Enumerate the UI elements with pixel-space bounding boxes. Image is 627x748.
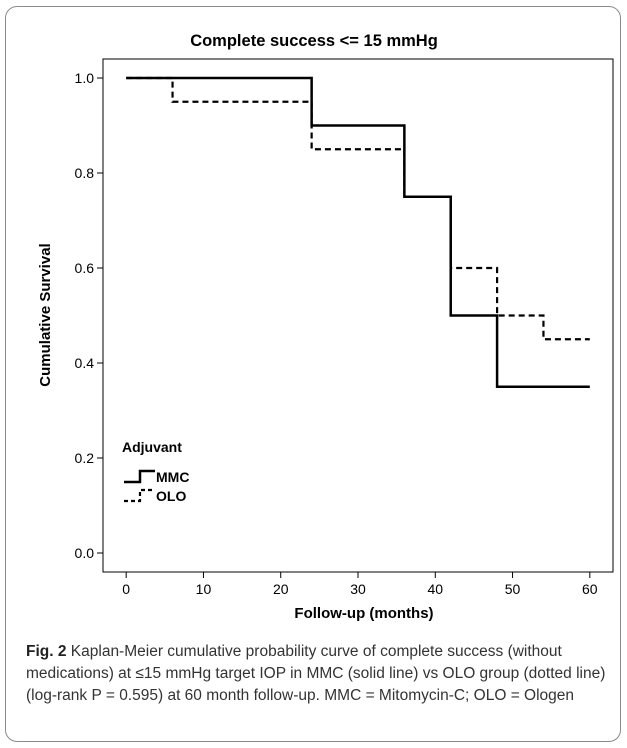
- x-tick-label: 20: [273, 581, 289, 597]
- chart: Complete success <= 15 mmHg 0 10 20 30 40 50 6…: [37, 32, 614, 622]
- x-tick-label: 50: [505, 581, 521, 597]
- y-tick-label: 0.2: [75, 450, 95, 466]
- x-tick-label: 40: [427, 581, 443, 597]
- x-tick-label: 30: [350, 581, 366, 597]
- figure-caption: Fig. 2 Kaplan-Meier cumulative probabili…: [26, 641, 606, 707]
- y-tick-label: 0.0: [75, 545, 95, 561]
- legend: Adjuvant MMC OLO: [122, 439, 189, 504]
- legend-item-mmc: MMC: [124, 469, 189, 485]
- figure-panel: Complete success <= 15 mmHg 0 10 20 30 40 50 6…: [5, 6, 621, 742]
- x-tick-label: 0: [122, 581, 130, 597]
- y-tick-label: 1.0: [75, 70, 95, 86]
- x-axis-label: Follow-up (months): [294, 605, 433, 622]
- legend-label: OLO: [156, 488, 186, 504]
- x-tick-label: 10: [196, 581, 212, 597]
- y-tick-label: 0.4: [75, 355, 95, 371]
- y-tick-label: 0.8: [75, 165, 95, 181]
- series-line-mmc: [126, 76, 590, 388]
- legend-item-olo: OLO: [124, 488, 186, 504]
- legend-swatch: [124, 488, 155, 503]
- caption-label: Fig. 2: [26, 643, 67, 660]
- legend-label: MMC: [156, 469, 189, 485]
- chart-title: Complete success <= 15 mmHg: [190, 32, 438, 50]
- legend-title: Adjuvant: [122, 439, 182, 455]
- caption-text: Kaplan-Meier cumulative probability curv…: [26, 643, 606, 704]
- legend-swatch: [124, 469, 155, 484]
- series-line-olo: [126, 76, 590, 341]
- y-tick-label: 0.6: [75, 260, 95, 276]
- y-axis-label: Cumulative Survival: [37, 243, 54, 386]
- x-tick-label: 60: [582, 581, 598, 597]
